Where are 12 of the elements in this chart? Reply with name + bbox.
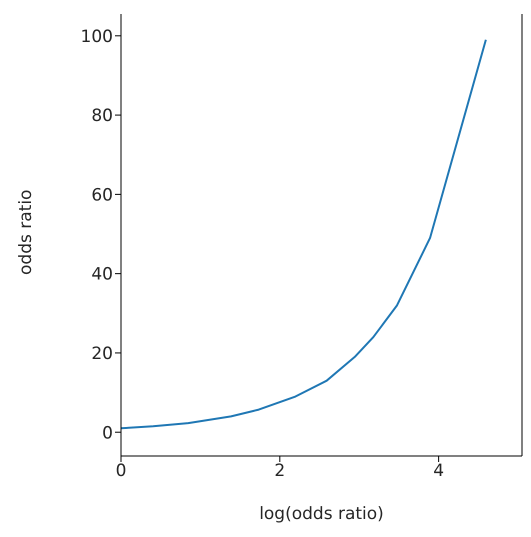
y-axis-title: odds ratio — [16, 190, 36, 275]
y-tick-label: 40 — [91, 264, 113, 285]
y-tick-label: 20 — [91, 344, 113, 364]
line-series — [121, 38, 487, 430]
x-tick-label: 2 — [274, 461, 286, 482]
x-tick-label: 0 — [116, 461, 126, 482]
y-tick-label: 100 — [80, 26, 113, 47]
x-tick-label: 4 — [433, 461, 444, 482]
y-tick-label: 60 — [91, 185, 113, 206]
y-tick-label: 80 — [91, 106, 113, 126]
x-axis-title: log(odds ratio) — [259, 504, 384, 524]
y-tick-label: 0 — [102, 423, 113, 444]
